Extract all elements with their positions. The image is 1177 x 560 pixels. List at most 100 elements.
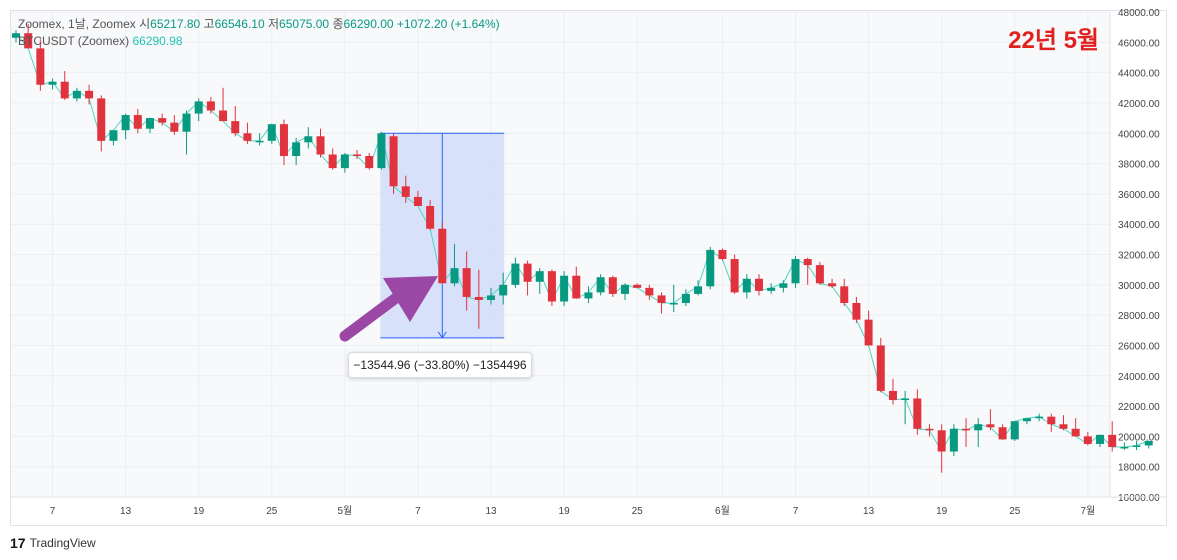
- x-tick-label: 19: [559, 506, 571, 517]
- candle: [389, 133, 398, 194]
- candle: [328, 148, 337, 170]
- candle-body: [85, 90, 94, 99]
- candle-body: [876, 345, 885, 391]
- legend-symbol[interactable]: BTCUSDT (Zoomex): [18, 34, 130, 48]
- candle: [523, 260, 532, 296]
- candle-body: [657, 295, 666, 303]
- y-tick-label: 42000.00: [1118, 99, 1160, 110]
- legend-close-value: 66290.00: [343, 17, 394, 31]
- candle-body: [913, 398, 922, 429]
- candle-body: [353, 154, 362, 156]
- candle-body: [767, 287, 776, 291]
- candle-body: [742, 278, 751, 293]
- candle-body: [474, 296, 483, 300]
- candle-body: [389, 136, 398, 187]
- candle-body: [888, 390, 897, 400]
- candle: [170, 115, 179, 135]
- candle: [681, 289, 690, 307]
- candle-body: [925, 428, 934, 431]
- y-tick-label: 22000.00: [1118, 402, 1160, 413]
- y-tick-label: 28000.00: [1118, 311, 1160, 322]
- candle-body: [815, 265, 824, 284]
- candle: [621, 283, 629, 300]
- candle: [998, 424, 1007, 440]
- candle: [937, 424, 946, 473]
- candle-body: [1059, 424, 1068, 429]
- candle-body: [572, 275, 581, 299]
- candle: [876, 337, 885, 393]
- candle-body: [669, 303, 678, 305]
- x-tick-label: 7: [793, 506, 799, 517]
- legend-close-label: 종: [332, 17, 344, 31]
- candle: [48, 78, 57, 90]
- candle: [547, 269, 556, 307]
- candle-body: [974, 424, 983, 431]
- candle-body: [145, 118, 154, 129]
- candle-body: [718, 249, 727, 260]
- candle: [292, 137, 301, 166]
- candle-body: [937, 430, 946, 452]
- tradingview-logo-text: TradingView: [29, 536, 96, 550]
- candle: [1010, 421, 1019, 441]
- candle: [901, 390, 910, 425]
- candle-body: [72, 90, 81, 99]
- candle-body: [1071, 428, 1080, 437]
- candle-body: [791, 259, 800, 284]
- candle: [1047, 413, 1056, 432]
- candle-body: [706, 249, 715, 287]
- x-tick-label: 25: [1009, 506, 1021, 517]
- candle: [97, 95, 106, 152]
- candle: [1108, 421, 1117, 452]
- legend-low-value: 65075.00: [279, 17, 330, 31]
- candle: [962, 418, 971, 447]
- candle-body: [450, 268, 459, 284]
- candle: [304, 127, 313, 149]
- candle: [36, 39, 45, 91]
- legend-low-label: 저: [268, 17, 280, 31]
- candle: [194, 98, 203, 122]
- candle: [462, 251, 471, 311]
- candle: [840, 278, 849, 307]
- candle: [828, 278, 837, 288]
- candle-body: [1047, 416, 1056, 425]
- candle: [1035, 413, 1044, 422]
- candle-body: [97, 98, 106, 141]
- candle-body: [279, 124, 288, 156]
- y-tick-label: 20000.00: [1118, 432, 1160, 443]
- legend-open-label: 시: [139, 17, 151, 31]
- candle-body: [377, 133, 386, 169]
- candle: [12, 30, 20, 43]
- candle: [645, 284, 654, 300]
- candle-body: [267, 124, 276, 141]
- candle-body: [1096, 434, 1105, 444]
- x-tick-label: 7: [415, 506, 421, 517]
- candle-body: [487, 295, 496, 300]
- candle-body: [608, 277, 617, 294]
- candle: [535, 268, 544, 294]
- candle: [657, 292, 666, 314]
- candle-body: [48, 81, 57, 85]
- candle-body: [182, 113, 191, 132]
- legend-high-label: 고: [203, 17, 215, 31]
- tradingview-logo[interactable]: 17 TradingView: [10, 535, 96, 551]
- candle: [267, 124, 276, 144]
- y-tick-label: 36000.00: [1118, 190, 1160, 201]
- candle: [511, 257, 520, 288]
- candle: [24, 24, 33, 49]
- candle: [1120, 442, 1129, 451]
- y-tick-label: 40000.00: [1118, 129, 1160, 140]
- candle-body: [413, 196, 422, 206]
- y-tick-label: 34000.00: [1118, 220, 1160, 231]
- candle-body: [499, 284, 508, 296]
- candle: [365, 152, 374, 170]
- candle: [1096, 434, 1105, 447]
- candle: [1083, 431, 1092, 446]
- candle: [145, 118, 154, 134]
- candle-body: [803, 259, 812, 266]
- legend-exchange: Zoomex, 1날, Zoomex: [18, 17, 136, 31]
- candle-body: [60, 81, 69, 99]
- candle-body: [158, 118, 167, 123]
- candle-body: [694, 286, 703, 294]
- x-tick-label: 5월: [337, 505, 352, 517]
